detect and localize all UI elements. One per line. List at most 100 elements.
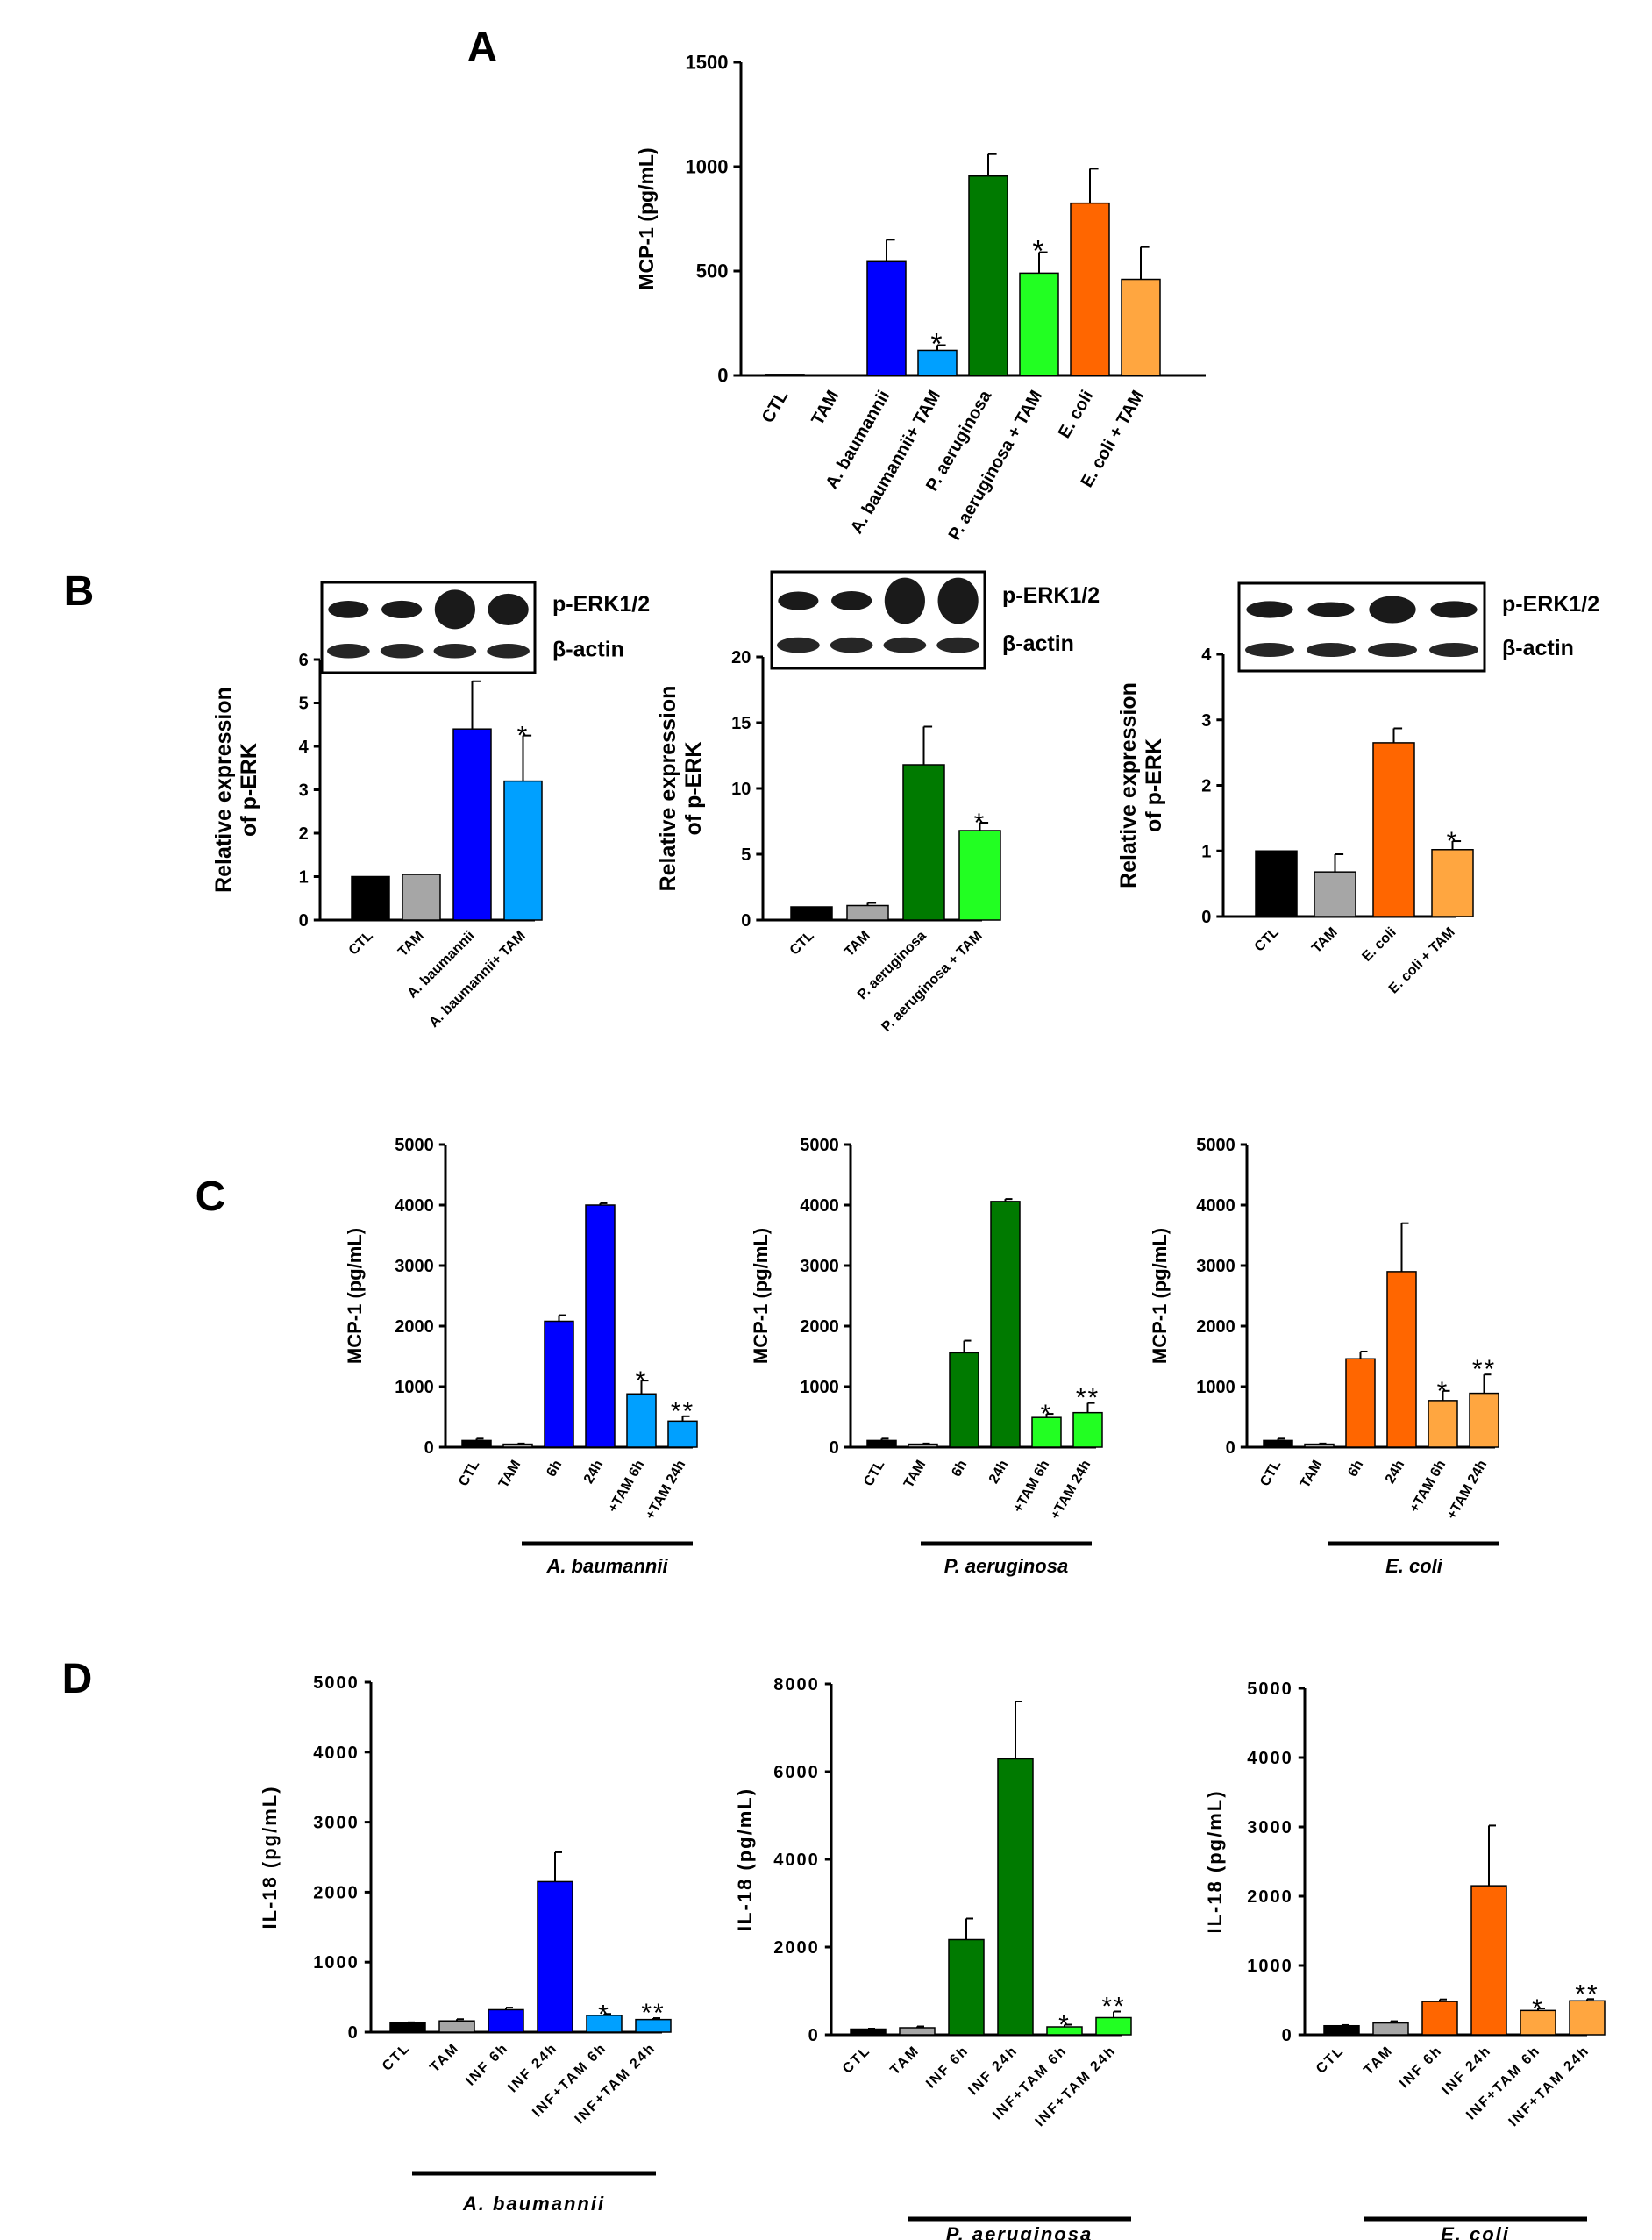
category-label: P. aeruginosa + TAM [879,929,985,1035]
category-label: CTL [1252,924,1282,954]
category-label: CTL [346,928,376,958]
bar [866,1439,897,1448]
category-label: A. baumannii+ TAM [426,929,528,1031]
blot-band-actin [380,644,424,659]
western-blot-b2: p-ERK1/2 β-actin [770,570,1100,670]
category-label: 6h [544,1458,565,1480]
significance-label: ** [671,1397,694,1426]
bar [1421,2001,1458,2036]
category-label: CTL [1257,1458,1284,1489]
bar [626,1393,657,1448]
category-label: E. coli [1055,388,1098,442]
y-tick-label: 5000 [1247,1680,1293,1699]
blot-band-actin [433,644,477,659]
bar [846,904,889,921]
group-label: P. aeruginosa [944,1555,1068,1577]
y-axis-title: MCP-1 (pg/mL) [635,147,658,289]
y-tick-label: 4 [1201,646,1212,665]
y-tick-label: 0 [1201,908,1211,927]
category-label: INF 6h [923,2044,972,2092]
category-label: TAM [887,2044,922,2079]
y-tick-label: 1000 [685,156,728,178]
category-label: 24h [986,1458,1012,1486]
y-tick-label: 3000 [395,1257,434,1276]
y-tick-label: 0 [348,2023,360,2043]
y-tick-label: 2000 [313,1883,360,1902]
bar [958,830,1001,921]
y-axis-title-line: Relative expression [656,686,680,892]
y-tick-label: 6000 [773,1763,820,1782]
bar [949,1352,979,1448]
significance-label: * [517,722,530,751]
category-label: TAM [1298,1458,1325,1490]
blot-band-perk [381,600,423,618]
significance-label: ** [1076,1384,1100,1413]
bar [585,1204,616,1448]
significance-label: * [930,327,943,360]
blot-band-perk [434,589,475,630]
category-label: P. aeruginosa + TAM [945,388,1047,544]
blot-band-perk [1307,602,1355,617]
y-tick-label: 4000 [1247,1749,1293,1768]
panel-letter-c: C [196,1174,226,1220]
bar [1255,850,1298,917]
y-tick-label: 1000 [800,1378,839,1397]
category-label: +TAM 24h [1048,1458,1093,1522]
significance-label: * [974,809,986,838]
y-tick-label: 15 [731,714,751,733]
category-label: +TAM 6h [1407,1458,1449,1516]
blot-label-actin: β-actin [1502,636,1574,660]
bar [452,728,492,921]
bar [917,349,958,376]
blot-label-actin: β-actin [1002,631,1074,656]
category-label: CTL [456,1458,482,1489]
bar [866,260,907,376]
category-label: TAM [1309,925,1341,957]
blot-label-perk: p-ERK1/2 [552,592,650,617]
significance-label: * [1032,235,1045,268]
y-tick-label: 1 [1201,842,1211,861]
bar [997,1758,1034,2036]
significance-label: * [1437,1377,1449,1406]
chart-b2: 0 5 10 15 20 Relative expressionof p-ERK CTL TA… [656,648,1001,1035]
category-label: +TAM 24h [643,1458,688,1522]
significance-label: ** [1472,1355,1496,1384]
y-tick-label: 2000 [800,1317,839,1337]
y-tick-label: 3000 [1196,1257,1235,1276]
y-axis-title-line: of p-ERK [237,743,261,837]
y-tick-label: 4000 [395,1196,434,1216]
blot-label-actin: β-actin [552,637,624,661]
panel-letter-b: B [64,568,95,615]
group-label: A. baumannii [545,1555,668,1577]
y-tick-label: 2000 [1196,1317,1235,1337]
category-label: CTL [380,2041,413,2074]
bar [502,1443,533,1448]
blot-band-actin [936,637,979,653]
y-tick-label: 2 [299,824,309,844]
y-tick-label: 1500 [685,52,728,74]
blot-band-actin [1368,643,1417,657]
y-axis-title-line: Relative expression [1116,682,1141,888]
blot-band-actin [777,637,820,653]
significance-label: * [598,2000,610,2029]
significance-label: * [1532,1994,1544,2023]
bar [948,1938,985,2036]
y-tick-label: 0 [830,1438,839,1458]
significance-label: * [1058,2011,1071,2040]
bar [1019,272,1059,376]
y-tick-label: 3 [1201,711,1211,731]
category-label: E. coli [1359,925,1399,965]
bar [1470,1885,1507,2036]
y-axis-title: Relative expressionof p-ERK [656,686,706,892]
bar [1372,2022,1409,2036]
bar [1569,2000,1606,2036]
y-tick-label: 3000 [800,1257,839,1276]
group-label: E. coli [1441,2223,1510,2240]
y-axis-title: MCP-1 (pg/mL) [750,1228,772,1364]
category-label: TAM [496,1458,523,1490]
category-label: CTL [1314,2044,1347,2077]
bar [990,1201,1021,1448]
y-tick-label: 1000 [313,1953,360,1972]
y-axis-title: IL-18 (pg/mL) [734,1787,756,1931]
